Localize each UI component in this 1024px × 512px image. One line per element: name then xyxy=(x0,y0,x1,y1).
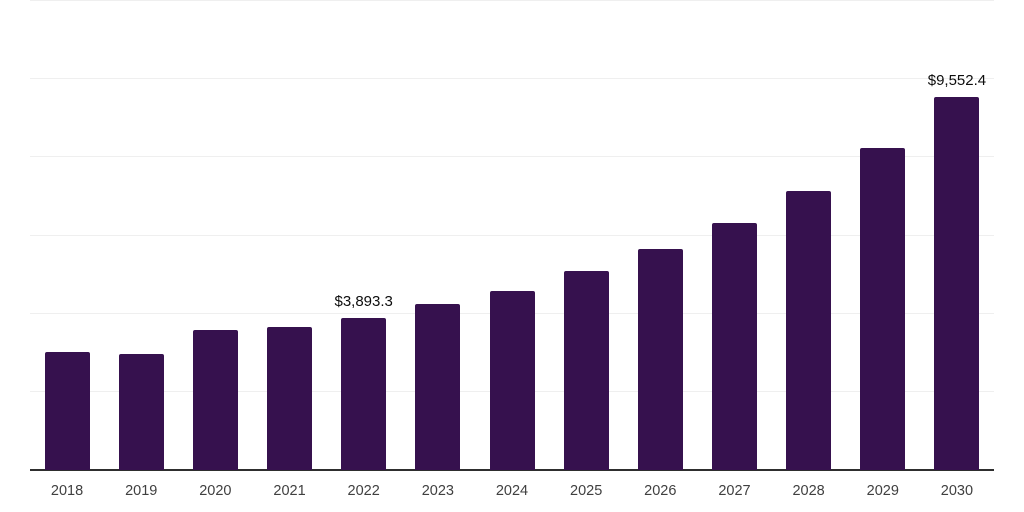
gridline-12000 xyxy=(30,0,994,1)
x-tick-2023: 2023 xyxy=(421,483,454,499)
x-tick-2018: 2018 xyxy=(50,483,84,499)
bar-2022 xyxy=(341,317,387,470)
x-tick-2024: 2024 xyxy=(495,483,529,499)
value-label-2030: $9,552.4 xyxy=(927,71,987,89)
gridline-10000 xyxy=(30,78,994,80)
plot-area: $3,893.3 $9,552.4 xyxy=(30,0,994,471)
x-tick-2021: 2021 xyxy=(273,483,306,499)
bar-2026 xyxy=(637,249,683,470)
x-tick-2029: 2029 xyxy=(866,483,899,499)
x-tick-2030: 2030 xyxy=(940,483,974,499)
bar-2023 xyxy=(415,303,461,470)
x-tick-2026: 2026 xyxy=(644,483,677,499)
bar-2025 xyxy=(563,271,609,470)
bar-2029 xyxy=(860,147,906,470)
x-tick-2025: 2025 xyxy=(570,483,603,499)
bar-2019 xyxy=(118,353,164,470)
x-tick-2022: 2022 xyxy=(347,483,380,499)
bar-2027 xyxy=(711,222,757,470)
bar-2020 xyxy=(192,330,238,470)
bar-2028 xyxy=(786,190,832,470)
x-tick-2027: 2027 xyxy=(718,483,751,499)
gridline-6000 xyxy=(30,234,994,236)
bar-2024 xyxy=(489,291,535,470)
x-tick-2020: 2020 xyxy=(199,483,232,499)
bar-2018 xyxy=(44,351,90,470)
bar-2021 xyxy=(267,327,313,470)
x-axis-line xyxy=(30,469,994,471)
x-tick-2019: 2019 xyxy=(125,483,158,499)
gridline-8000 xyxy=(30,156,994,158)
x-axis-tick-labels: 2018 2019 2020 2021 2022 2023 2024 2025 2026 2027… xyxy=(30,482,994,502)
bar-2030 xyxy=(934,96,980,470)
value-label-2022: $3,893.3 xyxy=(334,292,393,310)
x-tick-2028: 2028 xyxy=(792,483,825,499)
